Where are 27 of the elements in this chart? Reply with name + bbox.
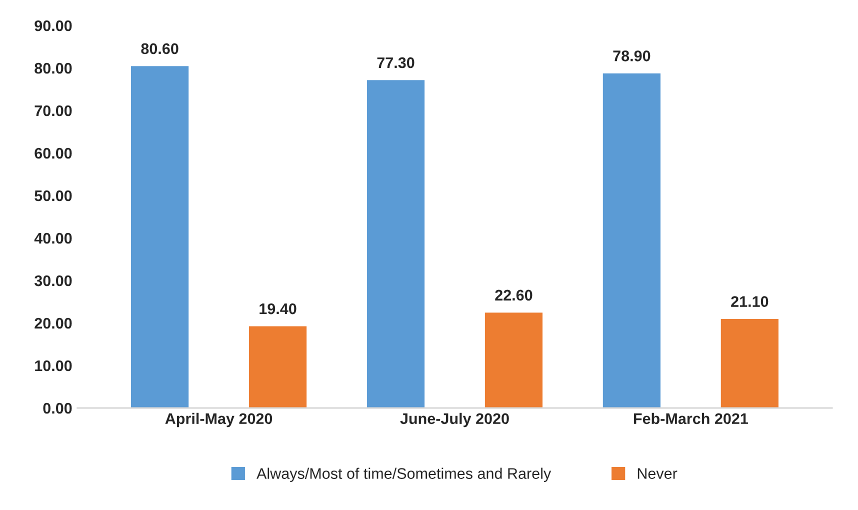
y-tick-label: 90.00 [34, 20, 72, 32]
data-label: 77.30 [377, 57, 414, 68]
data-label: 78.90 [613, 50, 650, 62]
legend-label: Never [638, 468, 678, 479]
bar [366, 78, 426, 408]
y-tick-label: 40.00 [34, 232, 72, 244]
y-tick-label: 50.00 [34, 190, 72, 202]
x-tick-label: June-July 2020 [400, 412, 509, 428]
y-tick-label: 30.00 [34, 275, 72, 286]
data-label: 80.60 [141, 43, 178, 54]
bar [602, 72, 662, 408]
y-tick-label: 60.00 [34, 148, 72, 159]
data-label: 19.40 [260, 303, 296, 314]
y-tick-label: 20.00 [34, 318, 72, 329]
bar [248, 324, 308, 408]
y-tick-label: 0.00 [43, 402, 72, 414]
y-tick-label: 80.00 [34, 62, 72, 74]
y-tick-label: 70.00 [34, 105, 72, 116]
data-label: 21.10 [731, 296, 768, 307]
legend-label: Always/Most of time/Sometimes and Rarely [256, 468, 552, 482]
data-label: 22.60 [495, 290, 532, 301]
bar [130, 64, 190, 408]
x-tick-label: Feb-March 2021 [634, 412, 748, 424]
bar [484, 311, 544, 408]
bar [719, 318, 780, 408]
x-tick-label: April-May 2020 [165, 412, 272, 428]
y-tick-label: 10.00 [35, 360, 72, 372]
